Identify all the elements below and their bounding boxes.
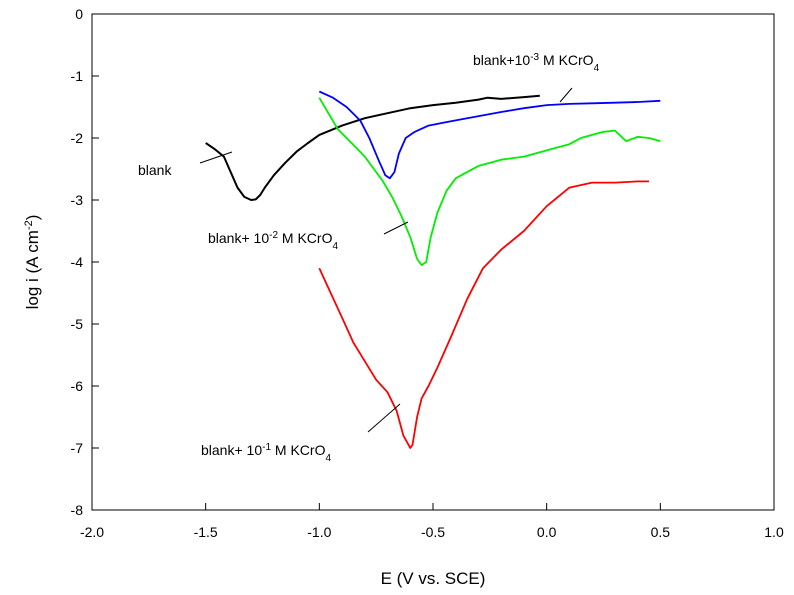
y-tick-label: -3 bbox=[71, 192, 84, 208]
y-tick-label: -2 bbox=[71, 130, 84, 146]
series-line-0 bbox=[205, 94, 540, 201]
annotation-blank-1e-3: blank+10-3 M KCrO4 bbox=[473, 52, 600, 74]
leader-blank-1 bbox=[367, 403, 401, 433]
y-tick-label: -6 bbox=[71, 378, 84, 394]
y-tick-label: 0 bbox=[75, 6, 83, 22]
x-axis-title: E (V vs. SCE) bbox=[381, 569, 486, 588]
annotation-blank-1e-2: blank+ 10-2 M KCrO4 bbox=[208, 230, 338, 252]
x-tick-label: -1.5 bbox=[194, 524, 218, 540]
y-axis-ticks: 0 -1 -2 -3 -4 -5 -6 -7 -8 bbox=[71, 6, 99, 518]
x-tick-label: 0.5 bbox=[651, 524, 671, 540]
y-tick-label: -7 bbox=[71, 440, 84, 456]
x-tick-label: -1.0 bbox=[307, 524, 331, 540]
annotation-blank-1e-1: blank+ 10-1 M KCrO4 bbox=[201, 442, 331, 464]
series-line-1 bbox=[318, 90, 661, 180]
x-axis-ticks: -2.0 -1.5 -1.0 -0.5 0.0 0.5 1.0 bbox=[80, 503, 784, 540]
x-tick-label: 1.0 bbox=[764, 524, 784, 540]
x-tick-label: -2.0 bbox=[80, 524, 104, 540]
y-axis-title: log i (A cm-2) bbox=[23, 215, 42, 310]
leader-blank-3 bbox=[559, 87, 573, 103]
series-line-3 bbox=[318, 180, 649, 449]
series-line-2 bbox=[318, 97, 661, 267]
leader-blank-2 bbox=[383, 221, 409, 235]
series-layer bbox=[205, 90, 661, 449]
leader-blank bbox=[199, 151, 233, 164]
y-tick-label: -4 bbox=[71, 254, 84, 270]
annotation-blank: blank bbox=[138, 162, 172, 178]
x-tick-label: 0.0 bbox=[537, 524, 557, 540]
y-tick-label: -8 bbox=[71, 502, 84, 518]
plot-frame bbox=[91, 13, 775, 511]
y-tick-label: -5 bbox=[71, 316, 84, 332]
y-tick-label: -1 bbox=[71, 68, 84, 84]
x-tick-label: -0.5 bbox=[421, 524, 445, 540]
